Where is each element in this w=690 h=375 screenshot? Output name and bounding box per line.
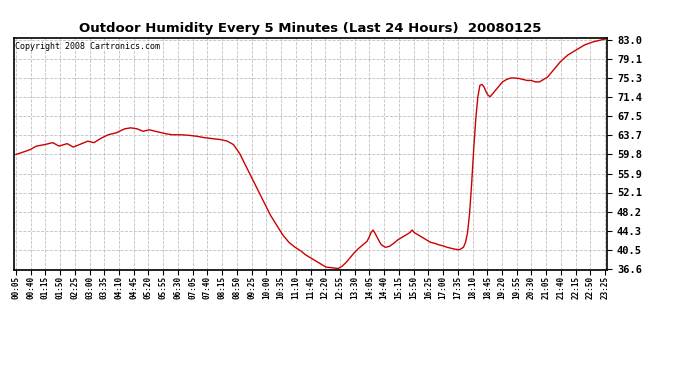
Title: Outdoor Humidity Every 5 Minutes (Last 24 Hours)  20080125: Outdoor Humidity Every 5 Minutes (Last 2… <box>79 22 542 35</box>
Text: Copyright 2008 Cartronics.com: Copyright 2008 Cartronics.com <box>15 42 160 51</box>
